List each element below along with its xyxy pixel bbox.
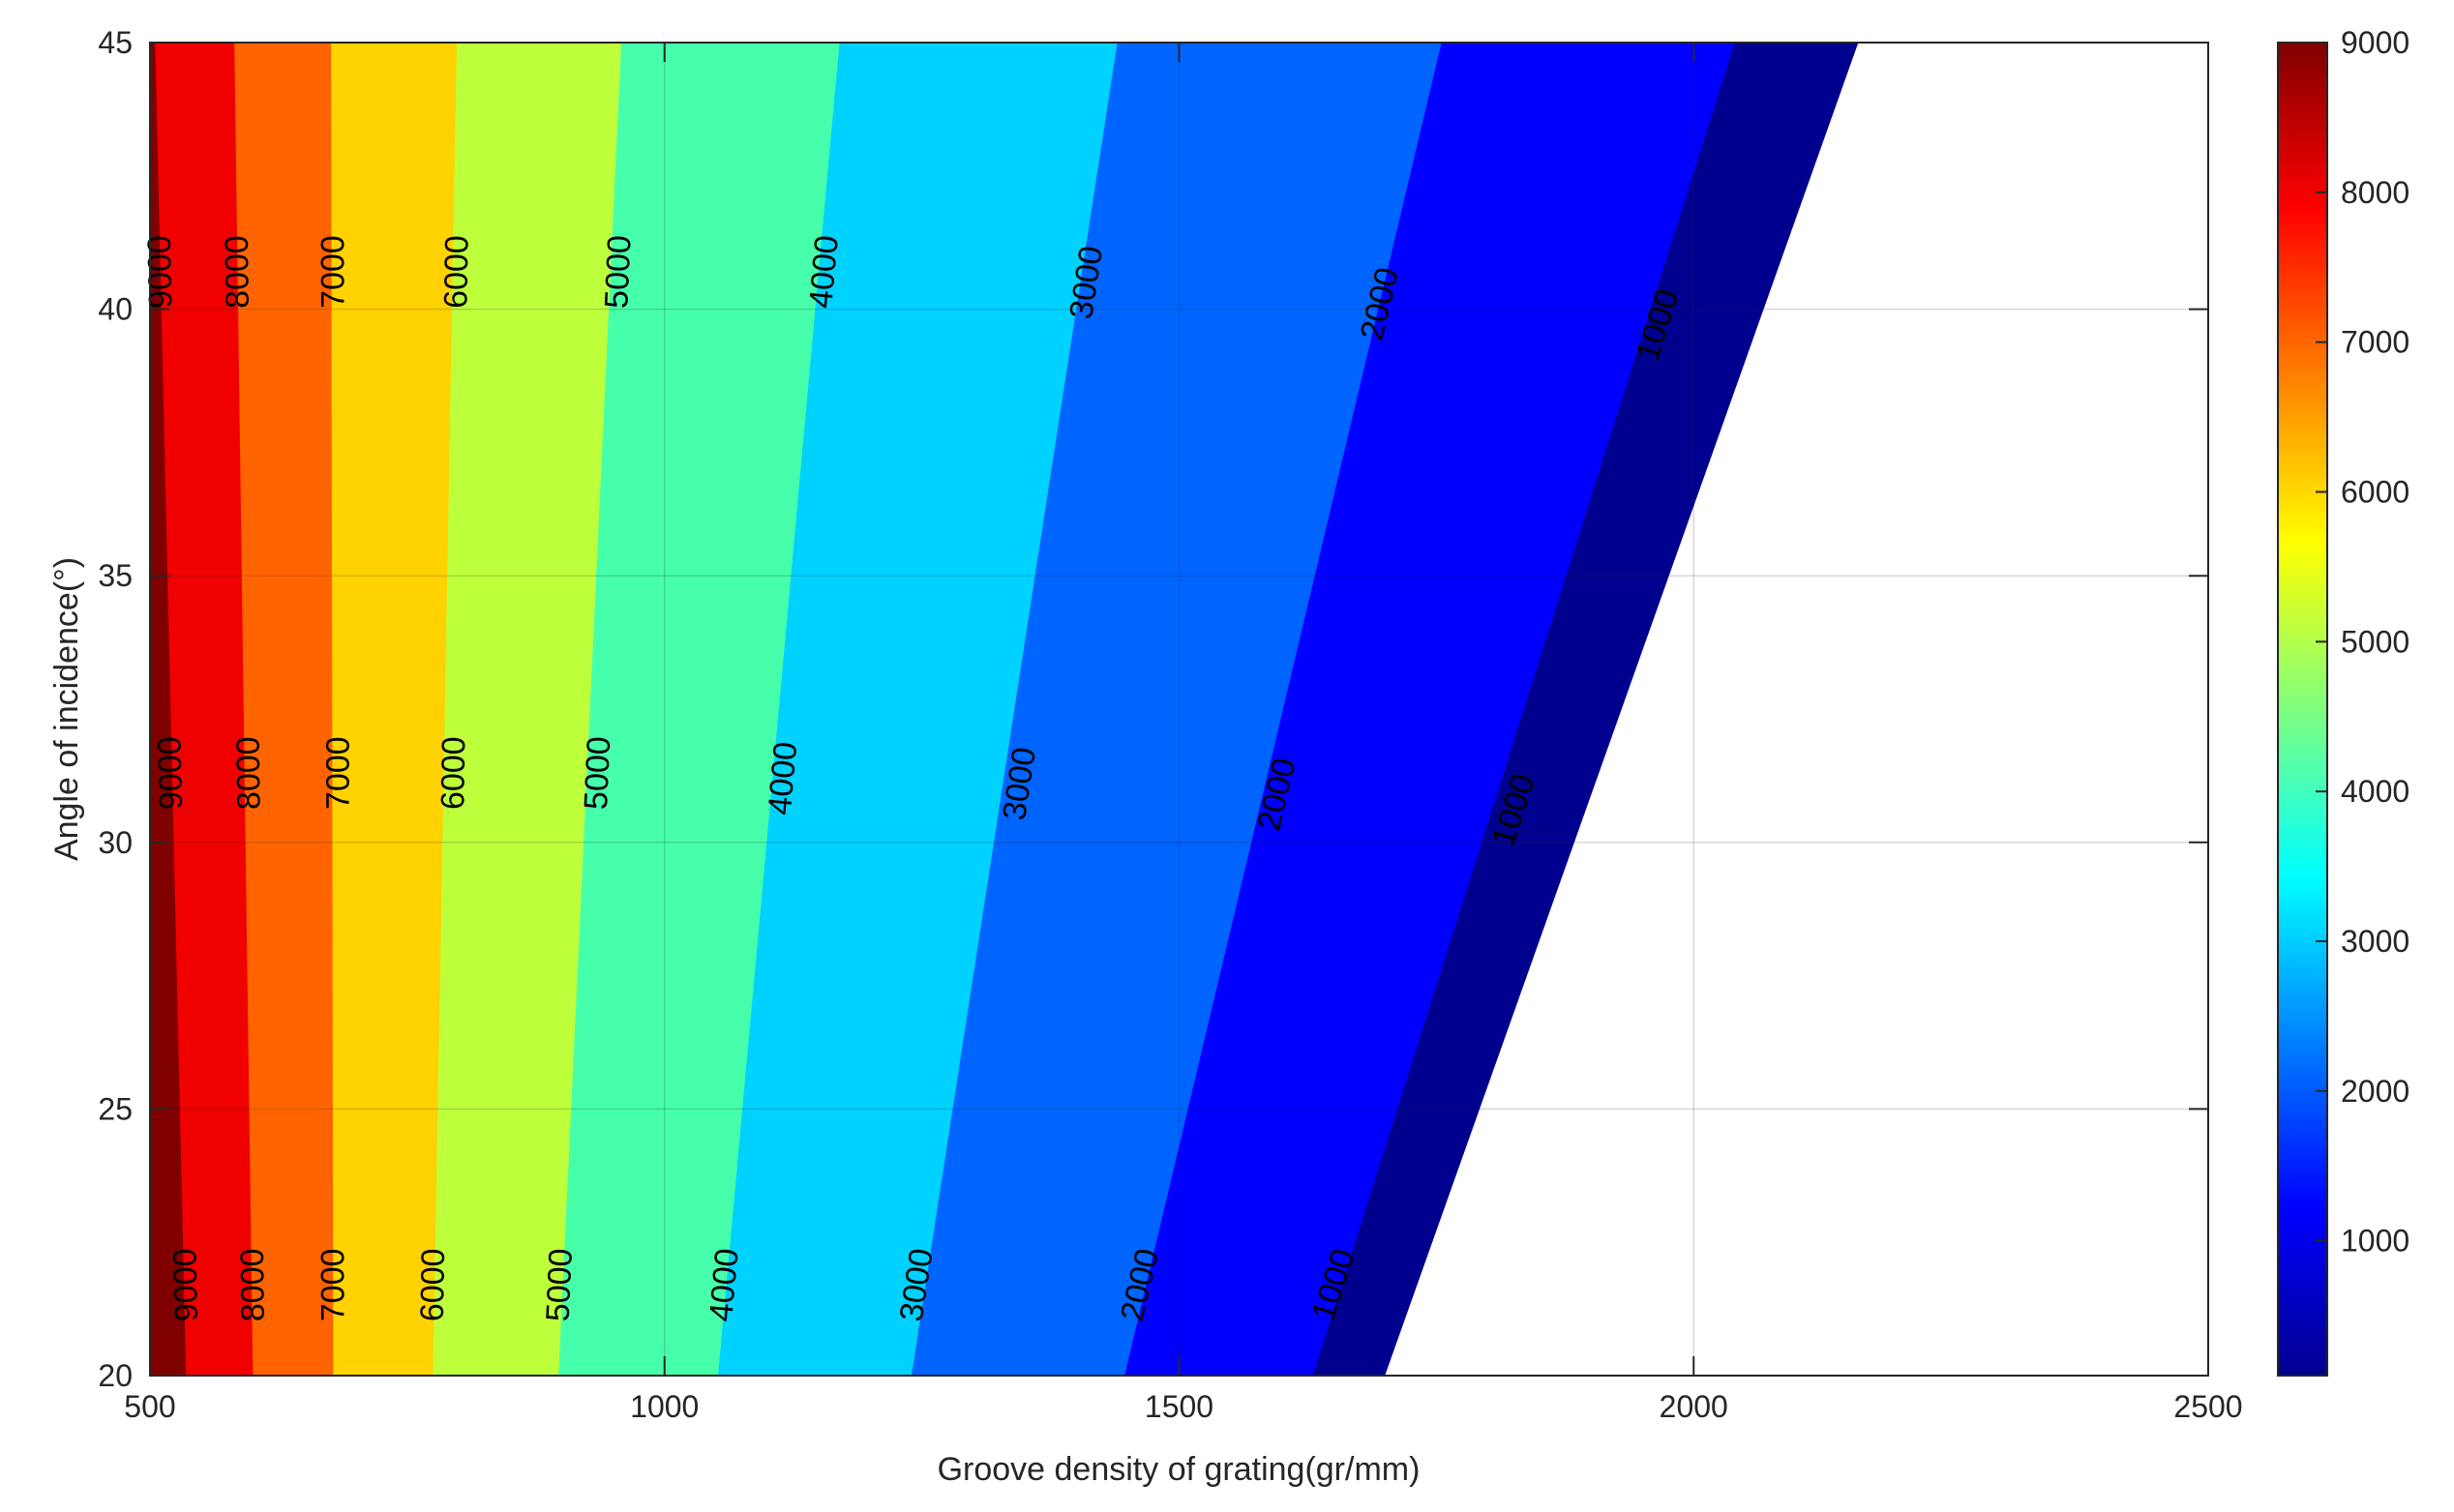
contour-label: 8000: [219, 235, 256, 309]
colorbar-tick-label: 4000: [2341, 774, 2409, 809]
contour-label: 5000: [540, 1248, 581, 1322]
contour-label: 5000: [598, 234, 639, 309]
contour-label: 4000: [802, 234, 846, 311]
colorbar-tick-label: 9000: [2341, 25, 2409, 60]
contour-label: 4000: [762, 740, 805, 816]
contour-label: 9000: [141, 235, 180, 309]
colorbar-tick-label: 1000: [2341, 1224, 2409, 1259]
contour-label: 8000: [234, 1248, 272, 1321]
x-tick-label: 500: [124, 1389, 175, 1424]
colorbar-tick-label: 8000: [2341, 175, 2409, 210]
x-tick-label: 1500: [1145, 1389, 1213, 1424]
y-axis-label: Angle of incidence(°): [48, 557, 85, 861]
contour-label: 7000: [320, 736, 357, 810]
y-tick-label: 20: [98, 1358, 133, 1393]
contour-label: 7000: [314, 1248, 351, 1321]
grid-lines: [149, 42, 2209, 1377]
colorbar-tick-label: 3000: [2341, 924, 2409, 959]
contour-label: 4000: [703, 1247, 746, 1323]
colorbar-tick-label: 6000: [2341, 474, 2409, 509]
colorbar-ticks: 1000 2000 3000 4000 5000 6000 7000 8000 9000: [2316, 25, 2409, 1259]
contour-label: 9000: [166, 1248, 205, 1321]
colorbar-tick-label: 5000: [2341, 624, 2409, 659]
colorbar-tick-label: 2000: [2341, 1074, 2409, 1109]
contour-band-9000: [150, 43, 187, 1376]
contour-label: 7000: [314, 235, 351, 309]
y-tick-label: 30: [98, 825, 133, 860]
contour-label: 8000: [230, 736, 268, 810]
contour-label: 6000: [414, 1248, 452, 1321]
y-tick-label: 45: [98, 25, 133, 60]
colorbar-tick-label: 7000: [2341, 325, 2409, 360]
x-axis: 500 1000 1500 2000 2500: [124, 1389, 2242, 1424]
x-axis-label: Groove density of grating(gr/mm): [938, 1451, 1421, 1488]
plot-frame: [149, 42, 2209, 1377]
contour-label: 9000: [151, 736, 190, 810]
x-tick-label: 2000: [1660, 1389, 1728, 1424]
contour-label: 6000: [434, 736, 472, 810]
contour-label: 5000: [578, 735, 618, 810]
y-axis: 20 25 30 35 40 45: [98, 25, 133, 1393]
y-tick-label: 40: [98, 292, 133, 327]
contour-fills: [150, 43, 1859, 1376]
x-tick-label: 1000: [630, 1389, 699, 1424]
y-tick-label: 35: [98, 558, 133, 593]
colorbar: [2277, 42, 2328, 1377]
contour-label: 6000: [437, 235, 475, 309]
y-tick-label: 25: [98, 1091, 133, 1126]
x-tick-label: 2500: [2173, 1389, 2242, 1424]
